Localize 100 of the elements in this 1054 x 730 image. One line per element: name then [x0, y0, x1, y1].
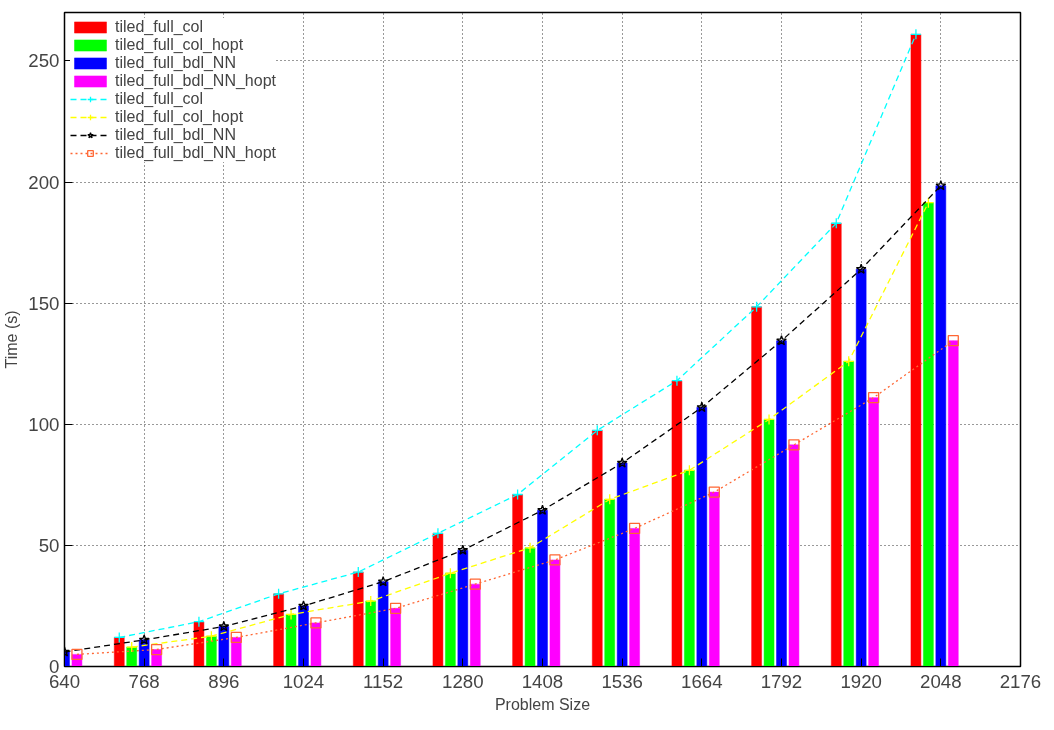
point: [218, 620, 230, 632]
x-tick-label: 1408: [521, 670, 564, 692]
point: [193, 616, 205, 628]
point: [272, 588, 285, 600]
point: [71, 648, 83, 661]
bar: [193, 621, 205, 667]
point: [298, 600, 309, 611]
x-tick-label: 768: [128, 670, 160, 692]
legend-label: tiled_full_bdl_NN: [115, 54, 236, 72]
point: [352, 566, 364, 578]
legend-label: tiled_full_bdl_NN_hopt: [115, 144, 276, 162]
point: [138, 634, 150, 645]
bar: [114, 637, 125, 667]
legend-label: tiled_full_col: [115, 18, 204, 36]
point: [113, 631, 125, 644]
y-tick-label: 50: [38, 534, 60, 556]
bar: [151, 649, 162, 667]
point: [788, 439, 800, 451]
x-tick-label: 1920: [840, 670, 882, 692]
y-tick-label: 250: [28, 50, 60, 72]
bar: [616, 462, 628, 667]
x-axis-title: Problem Size: [494, 695, 591, 713]
point: [910, 28, 922, 40]
point: [432, 527, 444, 539]
bar: [206, 635, 217, 667]
bar: [457, 549, 469, 667]
bar: [843, 361, 854, 667]
bar: [298, 605, 309, 667]
bar: [470, 583, 481, 667]
bar: [390, 608, 401, 667]
point: [537, 504, 548, 515]
point: [205, 630, 218, 642]
x-tick-label: 1664: [681, 670, 723, 692]
bar: [310, 622, 322, 667]
point: [671, 375, 683, 387]
bar: [629, 528, 640, 667]
point: [867, 391, 880, 404]
x-tick-label: 2048: [920, 670, 962, 692]
bar: [273, 593, 284, 667]
point: [230, 631, 242, 644]
bar: [923, 202, 934, 667]
point: [377, 576, 389, 587]
bar: [432, 533, 444, 667]
point: [922, 196, 935, 209]
point: [389, 602, 402, 615]
point: [511, 488, 524, 501]
bar: [365, 600, 376, 667]
point: [750, 301, 763, 313]
bar: [684, 470, 695, 667]
bar: [445, 572, 456, 667]
legend-label: tiled_full_col_hopt: [115, 36, 244, 54]
legend-label: tiled_full_bdl_NN: [115, 126, 236, 144]
bar: [751, 306, 762, 667]
y-tick-label: 100: [28, 413, 60, 435]
point: [549, 554, 561, 566]
point: [150, 643, 163, 656]
point: [843, 355, 855, 367]
point: [855, 263, 867, 274]
point: [604, 493, 616, 506]
bar: [855, 269, 867, 667]
bar: [524, 547, 536, 667]
point: [444, 567, 457, 579]
point: [776, 335, 787, 346]
legend-label: tiled_full_col: [115, 90, 204, 108]
point: [469, 578, 481, 590]
bar: [377, 581, 389, 667]
x-tick-label: 1792: [760, 670, 803, 692]
x-tick-label: 896: [208, 670, 240, 692]
bar: [776, 340, 787, 667]
bar: [935, 185, 947, 667]
bar: [868, 397, 879, 667]
point: [708, 486, 720, 498]
bar: [910, 34, 922, 667]
bar: [709, 491, 720, 667]
bar: [763, 419, 775, 667]
legend-label: tiled_full_bdl_NN_hopt: [115, 72, 276, 90]
x-tick-label: 1536: [601, 670, 643, 692]
point: [591, 424, 603, 436]
bar: [285, 614, 297, 667]
bar: [788, 444, 800, 667]
x-tick-label: 1152: [363, 670, 404, 692]
point: [830, 217, 842, 229]
point: [616, 457, 628, 468]
point: [935, 180, 947, 191]
y-tick-label: 150: [28, 292, 60, 314]
bar: [512, 494, 523, 667]
bar: [671, 380, 683, 667]
point: [628, 522, 641, 535]
x-tick-label: 2176: [999, 670, 1042, 692]
point: [126, 641, 138, 653]
bar: [948, 340, 959, 667]
point: [524, 542, 536, 554]
point: [310, 617, 322, 629]
y-axis-title: Time (s): [3, 310, 21, 369]
legend-label: tiled_full_col_hopt: [115, 108, 244, 126]
bar: [604, 499, 615, 667]
bar: [218, 626, 230, 667]
bar: [231, 637, 242, 667]
bar: [549, 559, 561, 667]
x-tick-label: 1024: [282, 670, 325, 692]
